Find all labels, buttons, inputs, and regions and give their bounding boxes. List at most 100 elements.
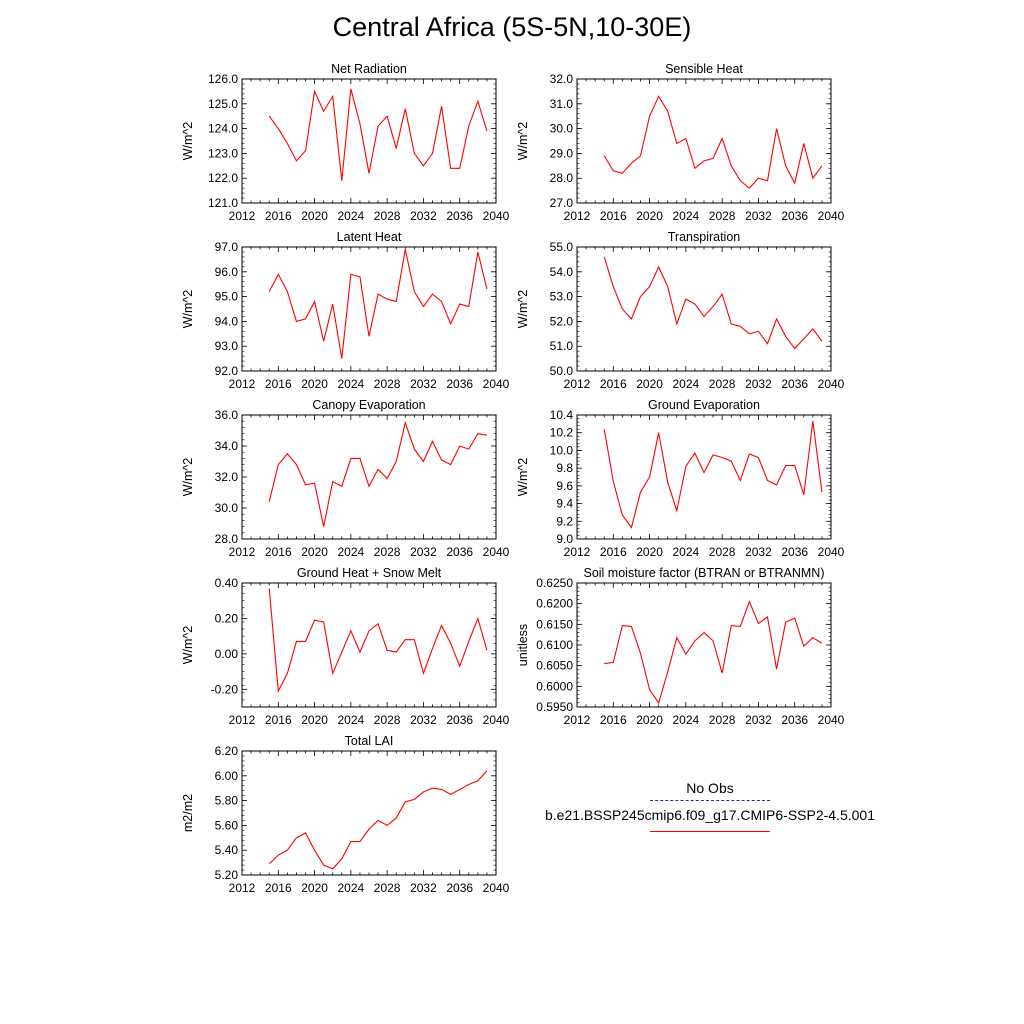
x-tick-label: 2028	[709, 545, 736, 559]
panel-title: Ground Evaporation	[648, 398, 760, 412]
y-tick-label: 51.0	[550, 339, 574, 353]
x-tick-label: 2036	[446, 545, 473, 559]
y-tick-label: 121.0	[208, 196, 238, 210]
y-tick-label: 32.0	[550, 72, 574, 86]
series-line	[268, 770, 488, 870]
y-tick-label: 9.4	[556, 497, 573, 511]
panel-title: Soil moisture factor (BTRAN or BTRANMN)	[583, 566, 824, 580]
plot-frame	[576, 246, 832, 372]
y-axis-label: W/m^2	[181, 290, 195, 329]
x-tick-label: 2036	[446, 209, 473, 223]
x-tick-label: 2032	[745, 209, 772, 223]
y-axis-label: m2/m2	[181, 794, 195, 832]
y-tick-label: 53.0	[550, 290, 574, 304]
y-tick-label: 5.20	[215, 868, 239, 882]
y-tick-label: 92.0	[215, 364, 239, 378]
panel-title: Canopy Evaporation	[312, 398, 425, 412]
legend-label-model: b.e21.BSSP245cmip6.f09_g17.CMIP6-SSP2-4.…	[545, 807, 875, 823]
y-axis-label: W/m^2	[516, 290, 530, 329]
y-tick-label: 0.6250	[536, 576, 573, 590]
x-tick-label: 2024	[338, 881, 365, 895]
x-tick-label: 2024	[338, 713, 365, 727]
y-tick-label: 6.00	[215, 769, 239, 783]
x-tick-label: 2040	[483, 713, 510, 727]
x-tick-label: 2040	[818, 209, 845, 223]
y-axis-label: W/m^2	[516, 122, 530, 161]
y-tick-label: 94.0	[215, 314, 239, 328]
x-tick-label: 2040	[483, 377, 510, 391]
x-tick-label: 2020	[301, 713, 328, 727]
y-tick-label: 30.0	[215, 501, 239, 515]
y-tick-label: 0.6150	[536, 617, 573, 631]
y-tick-label: 10.4	[550, 408, 574, 422]
x-tick-label: 2036	[781, 545, 808, 559]
y-tick-label: 29.0	[550, 146, 574, 160]
panel-8: 2012 2016 2020 2024 2028 2032 2036 2040 5.20 5.40…	[181, 734, 510, 895]
x-tick-label: 2012	[564, 209, 591, 223]
panel-title: Transpiration	[668, 230, 741, 244]
panel-6: 2012 2016 2020 2024 2028 2032 2036 2040 -0.20 0.0…	[181, 566, 510, 727]
legend-line-obs	[650, 800, 770, 801]
x-tick-label: 2024	[338, 377, 365, 391]
y-tick-label: 9.2	[556, 514, 573, 528]
y-tick-label: 124.0	[208, 122, 238, 136]
y-tick-label: -0.20	[211, 682, 239, 696]
x-tick-label: 2028	[374, 713, 401, 727]
x-tick-label: 2020	[301, 881, 328, 895]
figure-title: Central Africa (5S-5N,10-30E)	[332, 12, 692, 42]
y-tick-label: 36.0	[215, 408, 239, 422]
x-tick-label: 2016	[265, 545, 292, 559]
y-tick-label: 30.0	[550, 122, 574, 136]
y-tick-label: 34.0	[215, 439, 239, 453]
legend: No Obs b.e21.BSSP245cmip6.f09_g17.CMIP6-…	[520, 778, 900, 832]
series-line	[268, 249, 488, 359]
panel-title: Net Radiation	[331, 62, 407, 76]
x-tick-label: 2020	[301, 209, 328, 223]
x-tick-label: 2036	[446, 713, 473, 727]
y-tick-label: 96.0	[215, 265, 239, 279]
x-tick-label: 2016	[600, 377, 627, 391]
x-tick-label: 2016	[265, 881, 292, 895]
panel-1: 2012 2016 2020 2024 2028 2032 2036 2040 27.0 28.0…	[516, 62, 845, 223]
x-tick-label: 2028	[709, 377, 736, 391]
x-tick-label: 2032	[410, 545, 437, 559]
panel-title: Total LAI	[345, 734, 394, 748]
y-tick-label: 125.0	[208, 97, 238, 111]
x-tick-label: 2020	[301, 377, 328, 391]
x-tick-label: 2016	[600, 209, 627, 223]
y-tick-label: 97.0	[215, 240, 239, 254]
x-tick-label: 2028	[709, 713, 736, 727]
x-tick-label: 2024	[673, 545, 700, 559]
x-tick-label: 2020	[636, 209, 663, 223]
x-tick-label: 2012	[229, 881, 256, 895]
series-line	[603, 95, 823, 189]
x-tick-label: 2024	[673, 209, 700, 223]
x-tick-label: 2024	[673, 713, 700, 727]
y-tick-label: 95.0	[215, 290, 239, 304]
y-tick-label: 50.0	[550, 364, 574, 378]
y-tick-label: 5.40	[215, 843, 239, 857]
y-tick-label: 32.0	[215, 470, 239, 484]
x-tick-label: 2040	[483, 209, 510, 223]
series-line	[603, 256, 823, 350]
x-tick-label: 2040	[818, 713, 845, 727]
y-tick-label: 122.0	[208, 171, 238, 185]
y-tick-label: 123.0	[208, 146, 238, 160]
x-tick-label: 2032	[410, 881, 437, 895]
series-line	[268, 88, 488, 181]
x-tick-label: 2020	[636, 545, 663, 559]
y-tick-label: 28.0	[215, 532, 239, 546]
y-tick-label: 126.0	[208, 72, 238, 86]
x-tick-label: 2016	[600, 713, 627, 727]
y-tick-label: 0.6200	[536, 597, 573, 611]
y-tick-label: 0.00	[215, 647, 239, 661]
plot-frame	[576, 78, 832, 204]
y-tick-label: 0.5950	[536, 700, 573, 714]
panel-5: 2012 2016 2020 2024 2028 2032 2036 2040 9.0 9.2 9.…	[516, 398, 845, 559]
y-tick-label: 9.8	[556, 461, 573, 475]
x-tick-label: 2036	[781, 377, 808, 391]
y-axis-label: unitless	[516, 624, 530, 666]
x-tick-label: 2012	[564, 545, 591, 559]
x-tick-label: 2012	[229, 545, 256, 559]
